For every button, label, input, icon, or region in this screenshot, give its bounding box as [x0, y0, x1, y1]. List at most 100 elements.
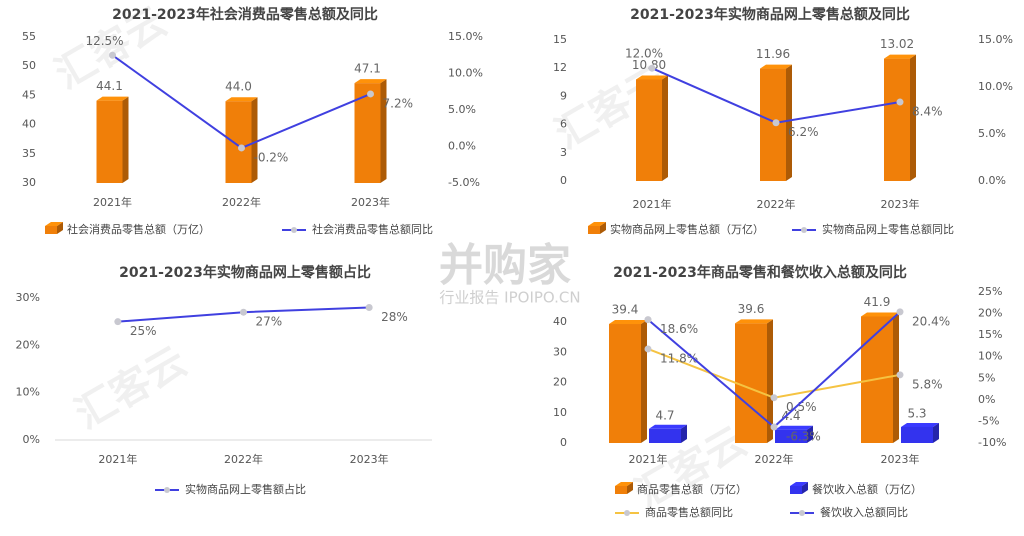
legend-label: 实物商品网上零售总额同比: [822, 222, 954, 236]
x-tick-label: 2022年: [222, 195, 261, 209]
bar-value-label: 4.7: [655, 408, 674, 422]
bar-top: [861, 312, 899, 317]
y-tick-label: 55: [22, 30, 36, 43]
y-tick-label: 30: [553, 345, 567, 358]
line-point: [644, 345, 652, 353]
legend-label: 餐饮收入总额（万亿）: [812, 482, 922, 496]
line-point: [367, 90, 374, 98]
legend-label: 商品零售总额（万亿）: [637, 482, 747, 496]
bar-side: [786, 64, 792, 181]
bar-value-label: 13.02: [880, 37, 914, 51]
y-tick-label: 10: [553, 406, 567, 419]
y-tick-label: 20%: [16, 338, 40, 351]
line-point: [770, 394, 778, 402]
bar-top: [649, 424, 687, 429]
y-tick-label: 9: [560, 89, 567, 102]
bar-value-label: 39.4: [612, 303, 639, 317]
chart-panel: 2021-2023年社会消费品零售总额及同比 30 35 40 45 50 55 -5.0% 0…: [22, 6, 483, 236]
point-value-label: 12.0%: [625, 47, 663, 61]
y-tick-label: 35: [22, 147, 36, 160]
bar: [649, 428, 681, 443]
bar: [884, 58, 910, 181]
bar: [901, 426, 933, 443]
bar-side: [122, 96, 129, 183]
y2-tick-label: 5.0%: [448, 103, 476, 116]
point-value-label: 6.2%: [788, 125, 819, 139]
bar-value-label: 10.80: [632, 58, 666, 72]
bar-value-label: 41.9: [864, 295, 891, 309]
watermark-logo: 并购家: [439, 240, 571, 291]
legend-dot: [624, 510, 630, 516]
bar-side: [893, 312, 899, 443]
bar: [588, 226, 600, 234]
bar-value-label: 11.96: [756, 47, 790, 61]
chart-panel: 2021-2023年商品零售和餐饮收入总额及同比 0 10 20 30 40 -10% -5%…: [553, 264, 1006, 519]
bar-value-label: 5.3: [907, 406, 926, 420]
bar-value-label: 44.0: [225, 80, 252, 94]
y2-tick-label: -10%: [978, 436, 1006, 449]
bar-side: [933, 422, 939, 443]
bar-side: [767, 319, 773, 443]
legend-dot: [801, 227, 807, 233]
y-tick-label: 40: [553, 315, 567, 328]
y-tick-label: 50: [22, 59, 36, 72]
legend-label: 社会消费品零售总额同比: [312, 222, 433, 236]
y-tick-label: 6: [560, 118, 567, 131]
point-value-label: 20.4%: [912, 314, 950, 328]
point-value-label: 28%: [381, 310, 408, 324]
bar-side: [251, 97, 258, 183]
y-tick-label: 15: [553, 33, 567, 46]
x-tick-label: 2021年: [629, 452, 668, 466]
bar-top: [609, 320, 647, 325]
bar-top: [354, 79, 387, 84]
line-point: [896, 98, 904, 106]
y-tick-label: 0%: [23, 433, 40, 446]
y2-tick-label: 0.0%: [448, 140, 476, 153]
point-value-label: 27%: [256, 315, 283, 329]
bar: [760, 68, 786, 181]
watermark-site: 行业报告 IPOIPO.CN: [439, 289, 580, 307]
bar-top: [615, 482, 633, 486]
x-tick-label: 2023年: [350, 452, 389, 466]
bar-side: [641, 320, 647, 443]
y2-tick-label: 15.0%: [978, 33, 1013, 46]
y2-tick-label: 15%: [978, 328, 1002, 341]
legend-dot: [164, 487, 170, 493]
point-value-label: 5.8%: [912, 377, 943, 391]
legend-label: 商品零售总额同比: [645, 505, 733, 519]
line-point: [365, 303, 373, 311]
bar: [615, 486, 627, 494]
point-value-label: -0.2%: [254, 150, 289, 164]
bar-side: [681, 424, 687, 443]
y2-tick-label: 5.0%: [978, 127, 1006, 140]
legend-label: 实物商品网上零售额占比: [185, 482, 306, 496]
bar-top: [760, 64, 792, 69]
chart-title: 2021-2023年实物商品网上零售总额及同比: [630, 6, 910, 23]
bar-top: [775, 425, 813, 430]
point-value-label: 18.6%: [660, 322, 698, 336]
chart-title: 2021-2023年社会消费品零售总额及同比: [112, 6, 378, 23]
x-tick-label: 2021年: [633, 197, 672, 211]
chart-title: 2021-2023年实物商品网上零售额占比: [119, 264, 371, 281]
bar-value-label: 39.6: [738, 302, 765, 316]
bar: [735, 323, 767, 443]
bar-top: [588, 222, 606, 226]
bar-value-label: 44.1: [96, 79, 123, 93]
chart-title: 2021-2023年商品零售和餐饮收入总额及同比: [613, 264, 907, 281]
bar-top: [790, 482, 808, 486]
line-point: [896, 371, 904, 379]
line-point: [896, 308, 904, 316]
y2-tick-label: 10%: [978, 350, 1002, 363]
legend-dot: [291, 227, 297, 233]
y-tick-label: 0: [560, 436, 567, 449]
line-point: [238, 144, 245, 152]
x-tick-label: 2021年: [98, 452, 137, 466]
point-value-label: 8.4%: [912, 105, 943, 119]
bar-top: [45, 222, 63, 226]
bar-value-label: 4.4: [781, 409, 800, 423]
x-tick-label: 2023年: [881, 197, 920, 211]
point-value-label: 7.2%: [383, 96, 414, 110]
point-value-label: 0.5%: [786, 400, 817, 414]
y-tick-label: 30: [22, 176, 36, 189]
line-point: [109, 51, 116, 59]
